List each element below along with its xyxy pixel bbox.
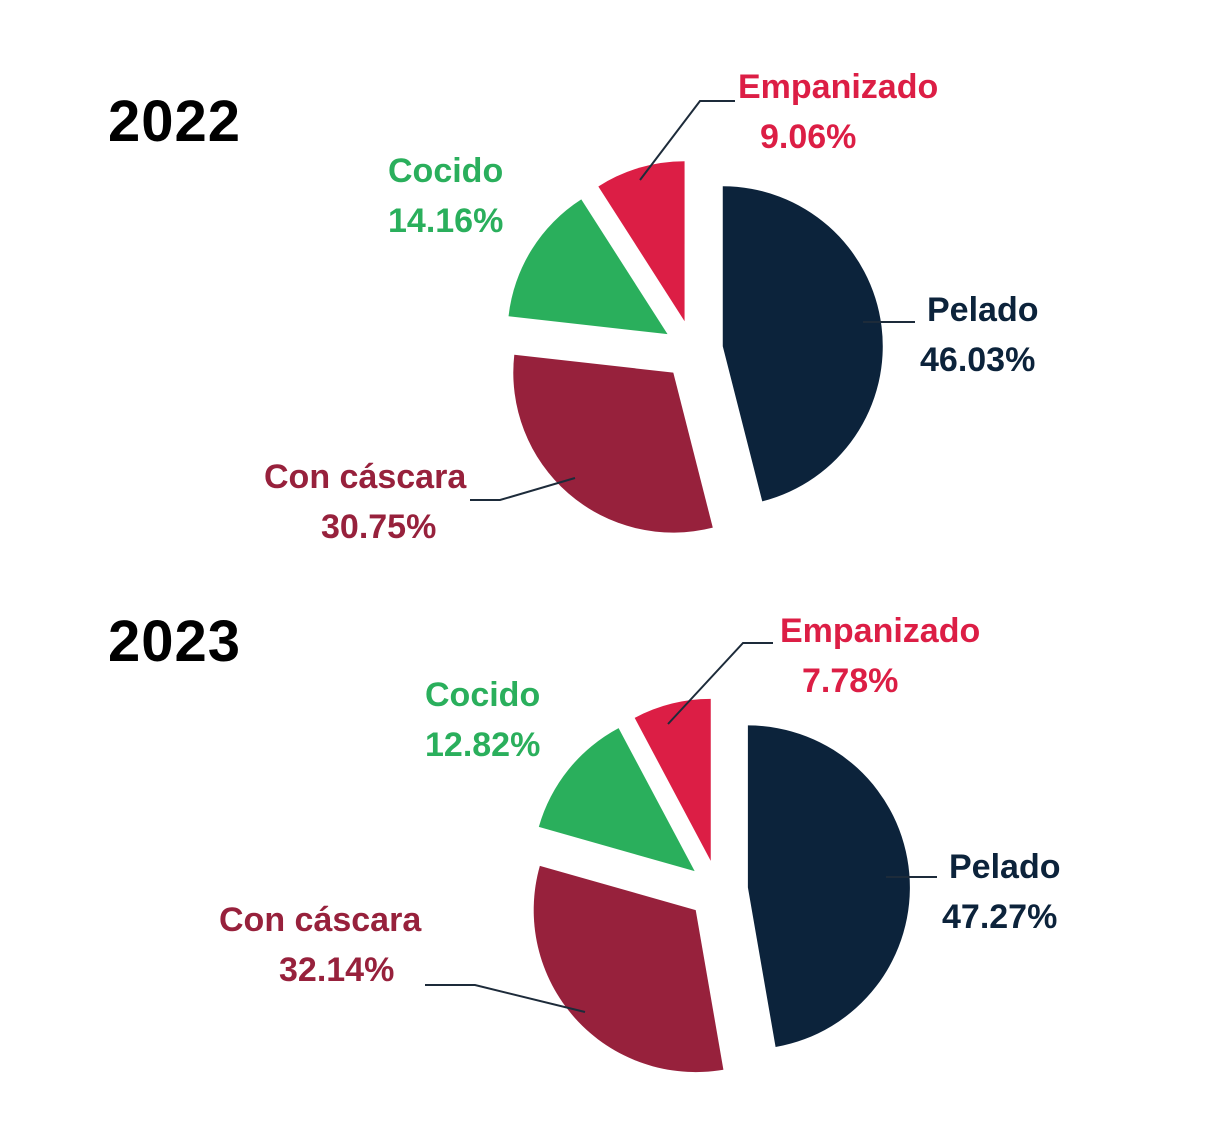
leader-line <box>639 100 735 181</box>
slice-label: Con cáscara <box>219 901 422 939</box>
slice-label: Empanizado <box>780 612 981 650</box>
slice-value-label: 12.82% <box>425 726 541 764</box>
pie-slice-empanizado-2023 <box>634 698 711 861</box>
slice-value-label: 30.75% <box>321 508 437 546</box>
label-empanizado-2023: Empanizado 7.78% <box>780 606 980 706</box>
label-cocido-2023: Cocido 12.82% <box>425 670 540 770</box>
pie-slice-pelado-2022 <box>722 186 883 502</box>
slice-label: Cocido <box>388 152 504 190</box>
pie-2023 <box>425 642 937 1073</box>
chart-title-2022: 2022 <box>108 89 242 154</box>
slice-label: Con cáscara <box>264 458 467 496</box>
label-pelado-2022: Pelado 46.03% <box>920 285 1038 385</box>
slice-value-label: 9.06% <box>760 118 857 156</box>
label-con-cascara-2023: Con cáscara 32.14% <box>219 895 421 995</box>
label-cocido-2022: Cocido 14.16% <box>388 146 503 246</box>
slice-label: Empanizado <box>738 68 939 106</box>
pie-slice-empanizado-2022 <box>598 161 685 322</box>
chart-title-2023: 2023 <box>108 609 242 674</box>
label-pelado-2023: Pelado 47.27% <box>942 842 1060 942</box>
pie-slice-pelado-2023 <box>747 725 910 1048</box>
pie-slice-con-cascara-2023 <box>533 865 724 1073</box>
slice-value-label: 47.27% <box>942 898 1058 936</box>
label-con-cascara-2022: Con cáscara 30.75% <box>264 452 466 552</box>
slice-label: Pelado <box>927 291 1039 329</box>
pie-slice-cocido-2022 <box>508 199 668 335</box>
slice-value-label: 7.78% <box>802 662 899 700</box>
slice-label: Pelado <box>949 848 1061 886</box>
pie-slice-cocido-2023 <box>538 728 695 872</box>
leader-line <box>470 477 576 501</box>
label-empanizado-2022: Empanizado 9.06% <box>738 62 938 162</box>
pie-2022 <box>470 100 915 533</box>
slice-value-label: 14.16% <box>388 202 504 240</box>
pie-slice-con-cascara-2022 <box>513 354 713 533</box>
leader-line <box>425 984 586 1013</box>
slice-value-label: 46.03% <box>920 341 1036 379</box>
slice-label: Cocido <box>425 676 541 714</box>
leader-line <box>667 642 773 725</box>
slice-value-label: 32.14% <box>279 951 395 989</box>
